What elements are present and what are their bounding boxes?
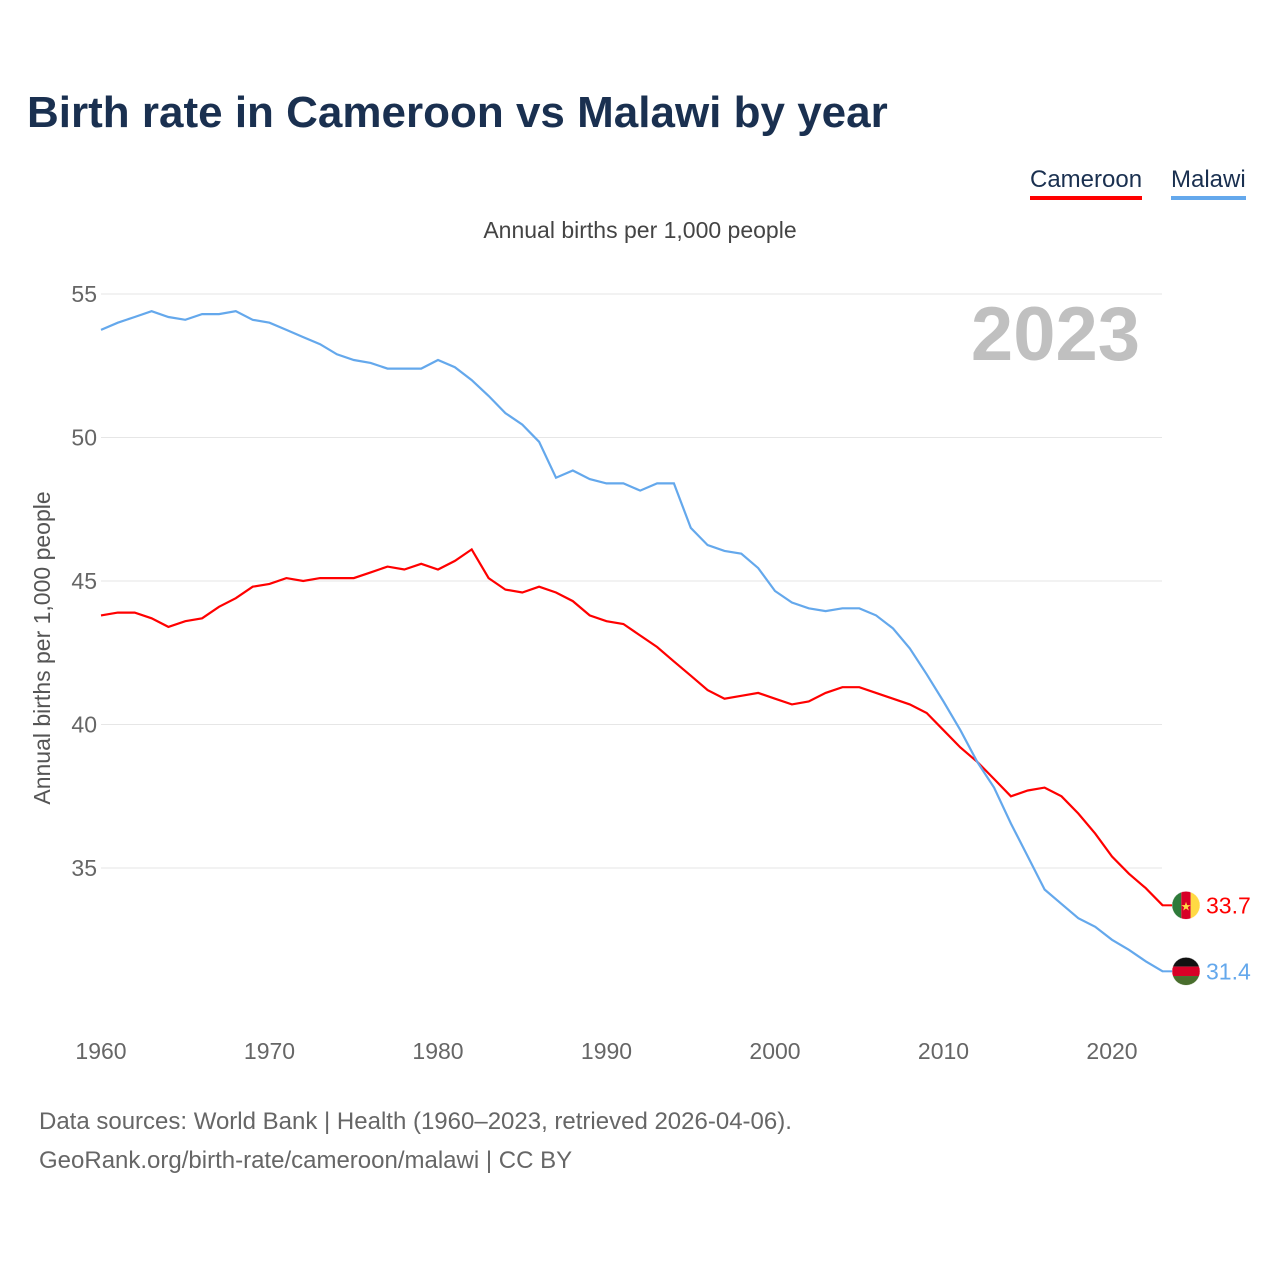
- flag-star-icon: ★: [1181, 899, 1192, 913]
- x-tick-label: 1990: [581, 1038, 632, 1064]
- flag-cameroon-green: [1172, 891, 1182, 920]
- y-tick-label: 40: [71, 712, 97, 738]
- flag-cameroon-red: [1181, 891, 1191, 920]
- x-tick-label: 2000: [749, 1038, 800, 1064]
- end-value-label: 31.4: [1206, 958, 1251, 984]
- chart-title: Birth rate in Cameroon vs Malawi by year: [27, 88, 888, 137]
- y-axis-label: Annual births per 1,000 people: [29, 491, 55, 804]
- year-watermark: 2023: [971, 292, 1140, 377]
- x-tick-label: 1980: [412, 1038, 463, 1064]
- y-tick-label: 45: [71, 568, 97, 594]
- y-tick-label: 35: [71, 855, 97, 881]
- y-tick-label: 55: [71, 281, 97, 307]
- flag-malawi-red: [1172, 966, 1200, 977]
- series-line-malawi: [100, 310, 1164, 973]
- legend-cameroon[interactable]: Cameroon: [1030, 166, 1143, 200]
- flag-malawi-green: [1172, 976, 1200, 986]
- x-tick-label: 1960: [75, 1038, 126, 1064]
- x-tick-label: 1970: [244, 1038, 295, 1064]
- chart-subtitle: Annual births per 1,000 people: [483, 217, 797, 243]
- series-line-cameroon: [100, 547, 1164, 907]
- footer-sources: Data sources: World Bank | Health (1960–…: [39, 1108, 792, 1135]
- legend-malawi[interactable]: Malawi: [1171, 166, 1246, 200]
- x-tick-label: 2010: [918, 1038, 969, 1064]
- flag-malawi-black: [1172, 957, 1200, 967]
- y-tick-label: 50: [71, 425, 97, 451]
- flag-cameroon-yellow: [1190, 891, 1200, 920]
- footer-link[interactable]: GeoRank.org/birth-rate/cameroon/malawi |…: [39, 1147, 573, 1174]
- x-tick-label: 2020: [1086, 1038, 1137, 1064]
- end-value-label: 33.7: [1206, 892, 1251, 918]
